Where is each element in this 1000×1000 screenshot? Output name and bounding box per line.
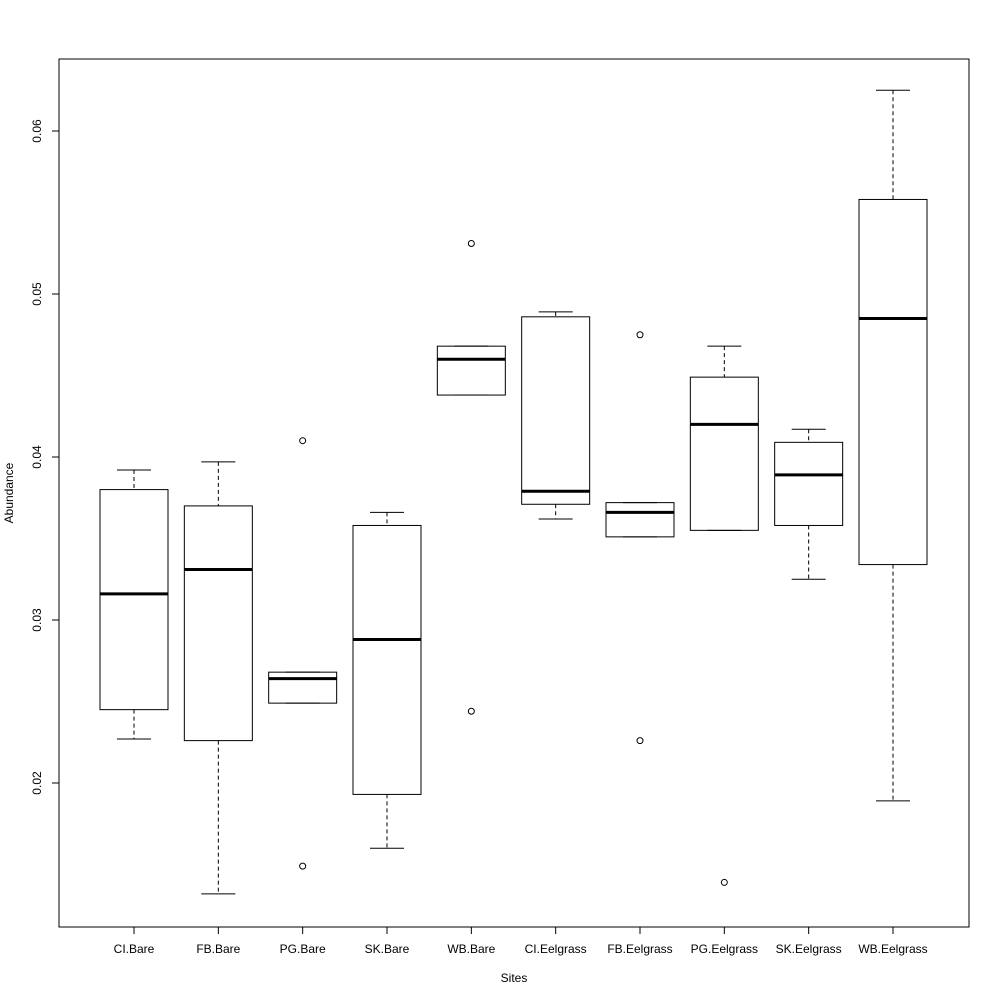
x-tick-label: FB.Bare bbox=[196, 942, 240, 956]
box-FB.Eelgrass bbox=[605, 331, 675, 745]
x-tick-label: SK.Bare bbox=[365, 942, 410, 956]
iqr-box bbox=[689, 376, 759, 531]
plot-frame bbox=[58, 58, 970, 928]
outlier-point bbox=[636, 737, 644, 745]
y-tick-label: 0.04 bbox=[30, 445, 44, 469]
box-WB.Bare bbox=[436, 239, 506, 715]
iqr-box bbox=[436, 345, 506, 396]
box-SK.Eelgrass bbox=[774, 428, 844, 580]
outlier-point bbox=[299, 437, 307, 445]
x-tick-label: WB.Bare bbox=[447, 942, 495, 956]
y-axis: 0.02 0.03 0.04 0.05 0.06 bbox=[30, 119, 59, 795]
x-axis-title: Sites bbox=[501, 971, 528, 985]
box-PG.Bare bbox=[268, 437, 338, 870]
box-CI.Bare bbox=[99, 469, 169, 740]
x-tick-label: FB.Eelgrass bbox=[607, 942, 672, 956]
iqr-box bbox=[268, 671, 338, 704]
box-CI.Eelgrass bbox=[521, 311, 591, 520]
y-tick-label: 0.02 bbox=[30, 771, 44, 795]
iqr-box bbox=[521, 316, 591, 505]
boxes-layer bbox=[99, 89, 928, 895]
outlier-point bbox=[636, 331, 644, 339]
iqr-box bbox=[352, 524, 422, 795]
outlier-point bbox=[467, 239, 475, 247]
iqr-box bbox=[858, 198, 928, 566]
x-tick-label: SK.Eelgrass bbox=[776, 942, 842, 956]
x-tick-label: WB.Eelgrass bbox=[858, 942, 927, 956]
outlier-point bbox=[299, 862, 307, 870]
outlier-point bbox=[467, 707, 475, 715]
x-tick-label: PG.Eelgrass bbox=[691, 942, 758, 956]
iqr-box bbox=[183, 505, 253, 742]
y-tick-label: 0.05 bbox=[30, 282, 44, 306]
box-FB.Bare bbox=[183, 461, 253, 895]
iqr-box bbox=[605, 502, 675, 538]
x-tick-label: CI.Eelgrass bbox=[525, 942, 587, 956]
y-tick-label: 0.06 bbox=[30, 119, 44, 143]
y-tick-label: 0.03 bbox=[30, 608, 44, 632]
box-SK.Bare bbox=[352, 511, 422, 849]
box-PG.Eelgrass bbox=[689, 345, 759, 886]
box-WB.Eelgrass bbox=[858, 89, 928, 802]
iqr-box bbox=[774, 441, 844, 526]
x-tick-label: CI.Bare bbox=[114, 942, 155, 956]
outlier-point bbox=[720, 878, 728, 886]
y-axis-title: Abundance bbox=[2, 462, 16, 523]
x-tick-label: PG.Bare bbox=[280, 942, 326, 956]
x-axis: CI.Bare FB.Bare PG.Bare SK.Bare WB.Bare CI.Ee… bbox=[114, 927, 928, 956]
iqr-box bbox=[99, 489, 169, 711]
